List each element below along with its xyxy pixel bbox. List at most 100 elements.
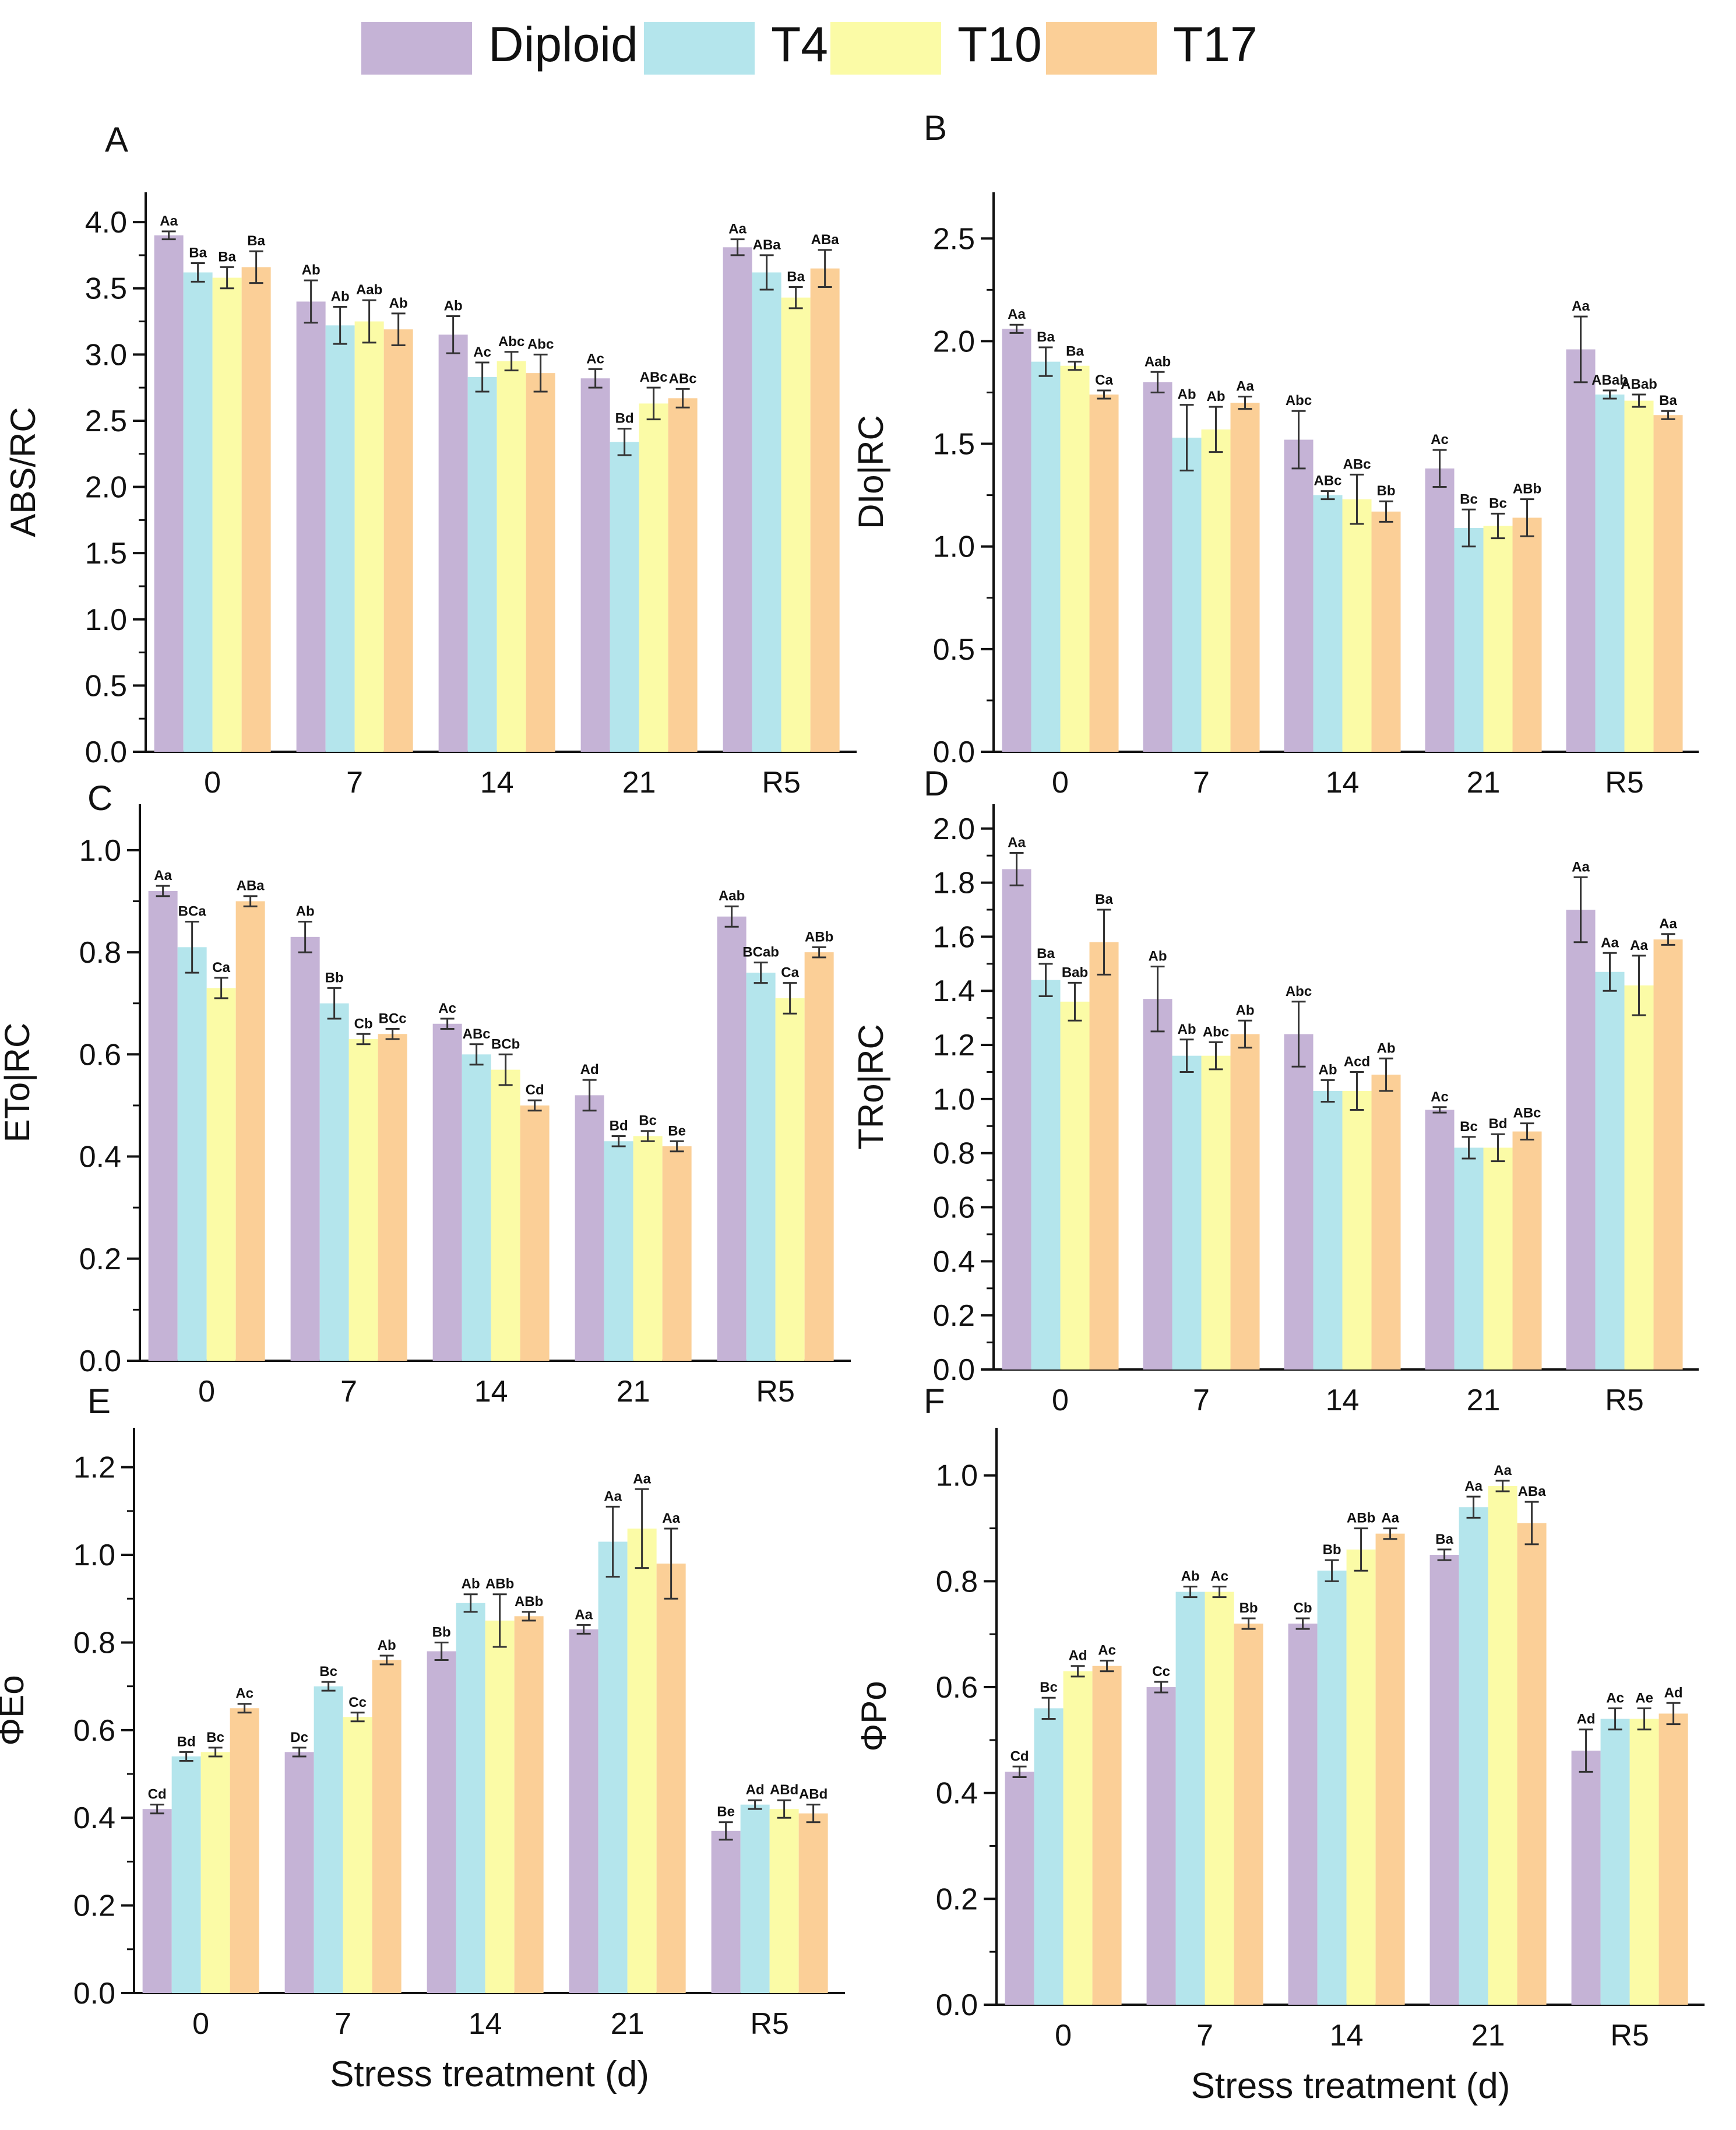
significance-label: Ab <box>1178 387 1196 403</box>
significance-label: Bb <box>1323 1542 1341 1558</box>
x-axis-label: Stress treatment (d) <box>1191 2066 1510 2106</box>
y-tick-label: 0.0 <box>933 1353 975 1387</box>
bar-t4-R5 <box>746 973 776 1361</box>
significance-label: Abc <box>498 334 524 350</box>
y-axis-label: ΦPo <box>854 1681 893 1751</box>
x-tick-label: 14 <box>474 1375 508 1409</box>
x-tick-label: 14 <box>469 2007 502 2041</box>
significance-label: Ac <box>1210 1568 1228 1584</box>
significance-label: Aa <box>1572 859 1590 875</box>
significance-label: Cd <box>148 1787 167 1802</box>
y-tick-label: 0.2 <box>73 1889 115 1923</box>
y-tick-label: 1.0 <box>933 1083 975 1117</box>
significance-label: ABb <box>1513 481 1541 497</box>
significance-label: Aa <box>1381 1511 1399 1526</box>
bar-diploid-14 <box>438 335 468 752</box>
panel-A: A 0.0 0.5 1.0 1.5 2.0 2.5 3.0 3.5 4.0 ABS/RC Aa Ba Ba… <box>3 120 857 800</box>
bar-diploid-7 <box>284 1752 314 1993</box>
significance-label: Bc <box>639 1113 657 1129</box>
bar-diploid-7 <box>1143 382 1172 752</box>
x-tick-label: 21 <box>1471 2019 1505 2052</box>
significance-label: Ac <box>438 1001 456 1016</box>
significance-label: Cc <box>1152 1664 1170 1680</box>
x-tick-label: 14 <box>1326 1383 1360 1417</box>
significance-label: ABc <box>463 1026 491 1042</box>
significance-label: ABc <box>669 371 697 386</box>
y-tick-label: 1.4 <box>933 974 975 1008</box>
bar-diploid-14 <box>1288 1624 1318 2005</box>
significance-label: Cc <box>348 1695 367 1710</box>
bar-diploid-21 <box>580 378 610 752</box>
significance-label: Abc <box>1203 1024 1229 1040</box>
bar-t4-R5 <box>752 272 781 752</box>
bar-t4-14 <box>1313 495 1343 752</box>
significance-label: Ca <box>1095 372 1113 388</box>
bar-diploid-R5 <box>717 916 746 1361</box>
legend-swatch-t10 <box>830 22 941 75</box>
significance-label: Ac <box>1431 432 1449 448</box>
x-axis-label: Stress treatment (d) <box>330 2054 649 2094</box>
significance-label: Ba <box>1435 1532 1453 1547</box>
significance-label: ABa <box>811 232 840 248</box>
y-tick-label: 1.6 <box>933 920 975 954</box>
significance-label: Abc <box>527 336 554 352</box>
significance-label: Bc <box>1040 1680 1058 1695</box>
significance-label: Be <box>668 1123 686 1139</box>
panel-letter: B <box>924 108 947 147</box>
bar-diploid-7 <box>290 937 320 1361</box>
bar-t17-14 <box>1371 511 1401 752</box>
panel-F: F 0.0 0.2 0.4 0.6 0.8 1.0 ΦPo Cd Bc Ad Ac 0 Cc Ab Ac Bb 7… <box>854 1382 1705 2106</box>
y-tick-label: 1.0 <box>73 1538 115 1572</box>
bar-t10-21 <box>1483 1147 1513 1369</box>
significance-label: Aa <box>575 1607 593 1622</box>
bar-t4-0 <box>171 1756 201 1993</box>
significance-label: ABab <box>1621 376 1657 392</box>
bar-diploid-R5 <box>1566 349 1596 752</box>
bar-t4-14 <box>1313 1090 1343 1369</box>
bar-t17-14 <box>520 1105 550 1361</box>
panel-letter: F <box>924 1382 945 1421</box>
x-tick-label: 21 <box>1467 766 1501 800</box>
x-tick-label: R5 <box>762 766 800 800</box>
significance-label: Bb <box>1240 1600 1258 1616</box>
significance-label: ABa <box>237 878 265 894</box>
x-tick-label: 14 <box>480 766 514 800</box>
x-tick-label: 0 <box>1055 2019 1072 2052</box>
bar-t4-7 <box>314 1686 343 1993</box>
bar-t10-R5 <box>781 297 811 752</box>
significance-label: Ac <box>473 344 491 360</box>
y-tick-label: 2.5 <box>933 222 975 256</box>
y-axis-label: ΦEo <box>0 1675 31 1745</box>
x-tick-label: R5 <box>1610 2019 1649 2052</box>
significance-label: Ba <box>218 249 236 265</box>
legend-swatch-t17 <box>1046 22 1157 75</box>
bar-t10-7 <box>354 321 384 752</box>
bar-t10-0 <box>1060 1001 1090 1369</box>
significance-label: Ba <box>1066 344 1084 360</box>
bar-t17-21 <box>1512 517 1542 752</box>
significance-label: Ac <box>235 1686 253 1702</box>
bar-t10-7 <box>343 1717 372 1993</box>
bar-t17-R5 <box>1653 415 1683 752</box>
y-tick-label: 0.0 <box>85 735 127 769</box>
bar-diploid-21 <box>1429 1554 1459 2005</box>
bar-t17-R5 <box>804 952 834 1361</box>
y-tick-label: 1.0 <box>936 1459 978 1493</box>
significance-label: Aa <box>160 213 178 229</box>
y-tick-label: 0.4 <box>936 1777 978 1811</box>
significance-label: Ba <box>1037 946 1055 962</box>
bar-diploid-14 <box>432 1023 462 1361</box>
significance-label: Ac <box>1431 1089 1449 1105</box>
y-tick-label: 1.0 <box>85 603 127 637</box>
x-tick-label: 7 <box>1196 2019 1213 2052</box>
panel-B: B 0.0 0.5 1.0 1.5 2.0 2.5 DIo|RC Aa Ba Ba Ca 0 Aab Ab A… <box>851 108 1699 800</box>
x-tick-label: 21 <box>617 1375 650 1409</box>
bar-t4-R5 <box>1600 1719 1630 2005</box>
bar-t17-21 <box>668 398 698 752</box>
bar-t4-14 <box>467 376 497 752</box>
significance-label: Aa <box>662 1511 680 1526</box>
y-tick-label: 0.2 <box>936 1882 978 1916</box>
bar-t17-R5 <box>810 268 840 752</box>
bar-t17-R5 <box>1658 1713 1688 2005</box>
